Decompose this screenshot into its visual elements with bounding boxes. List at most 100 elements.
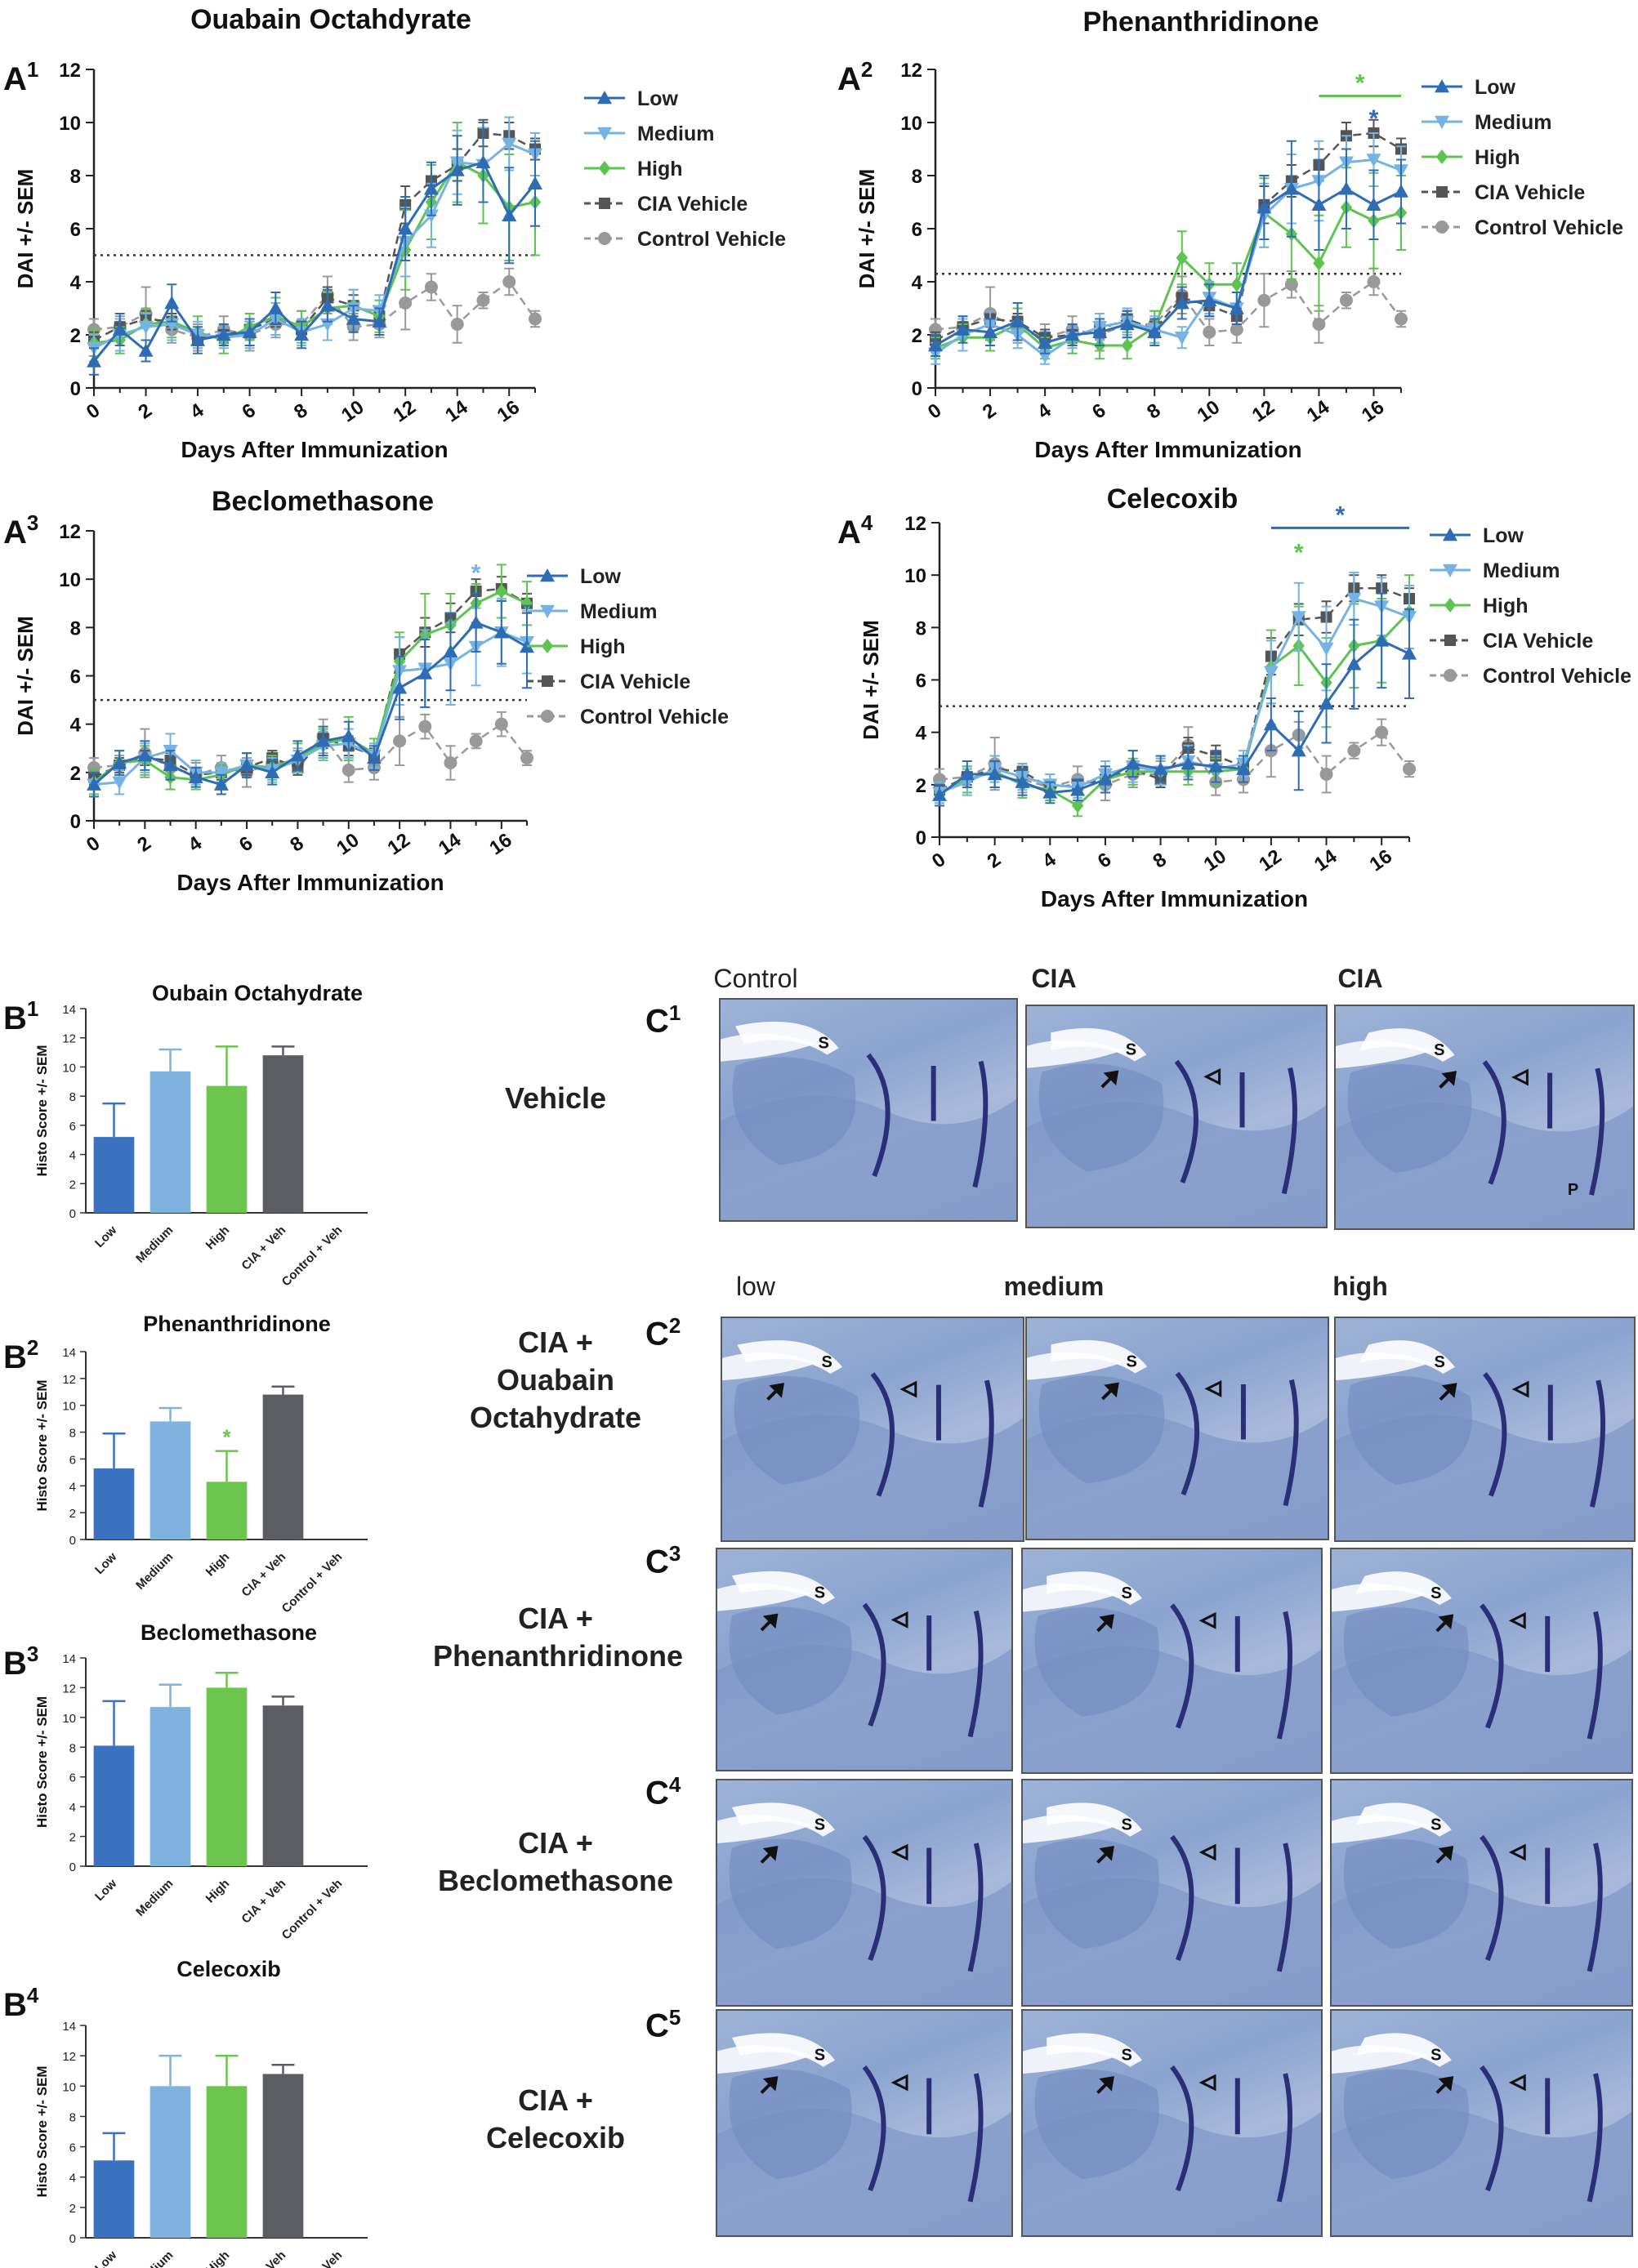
cartilage-line bbox=[1170, 2065, 1194, 2192]
category-label: Control + Veh bbox=[279, 2248, 346, 2268]
y-tick-label: 4 bbox=[69, 1149, 76, 1163]
data-point bbox=[476, 293, 490, 307]
legend-marker bbox=[540, 604, 555, 618]
row-label-line: CIA + bbox=[518, 1602, 593, 1635]
data-point bbox=[502, 207, 517, 221]
histology-image: S bbox=[1021, 1779, 1323, 2007]
y-tick-label: 0 bbox=[69, 2232, 76, 2246]
y-tick-label: 4 bbox=[69, 2172, 76, 2186]
tissue-region bbox=[1359, 1028, 1455, 1062]
series-cia-vehicle bbox=[934, 574, 1415, 799]
cartilage-line bbox=[1587, 1611, 1603, 1740]
bar-chart-B1: Oubain Octahydrate 0 2 4 6 8 10 12 14 Histo Score… bbox=[34, 981, 368, 1289]
legend-entry: Medium bbox=[637, 123, 714, 145]
y-tick-label: 12 bbox=[900, 60, 922, 82]
significance-star: * bbox=[1336, 501, 1346, 528]
data-point bbox=[1176, 250, 1188, 265]
y-tick-label: 2 bbox=[912, 325, 922, 347]
tissue-region bbox=[1355, 1571, 1452, 1606]
tissue-illustration: S bbox=[1027, 1339, 1328, 1539]
synovium-mark: S bbox=[1121, 2047, 1131, 2065]
data-point bbox=[1042, 785, 1058, 799]
data-point bbox=[502, 275, 516, 288]
series-line bbox=[93, 160, 536, 345]
x-tick-label: 16 bbox=[485, 829, 516, 859]
data-point bbox=[1402, 646, 1417, 660]
category-label: CIA + Veh bbox=[239, 1877, 288, 1927]
bar bbox=[262, 1055, 304, 1213]
histology-image: S bbox=[1334, 1317, 1636, 1542]
arrow-icon bbox=[1435, 2076, 1454, 2094]
data-point bbox=[1312, 318, 1326, 331]
cartilage-line bbox=[1276, 1611, 1293, 1740]
data-point bbox=[1202, 292, 1217, 306]
legend-entry: Control Vehicle bbox=[580, 706, 729, 729]
legend-entry: Low bbox=[637, 87, 679, 110]
data-point bbox=[987, 767, 1002, 781]
legend-marker bbox=[1436, 186, 1448, 198]
legend-marker bbox=[1444, 635, 1456, 646]
series-line bbox=[939, 639, 1410, 796]
data-point bbox=[529, 312, 542, 326]
x-tick-label: 6 bbox=[1094, 849, 1115, 873]
data-point bbox=[399, 296, 413, 310]
x-tick-label: 6 bbox=[239, 399, 260, 424]
tissue-illustration: S bbox=[1027, 1027, 1326, 1227]
histology-image: S bbox=[1330, 1779, 1633, 2007]
data-point bbox=[520, 595, 533, 611]
series-low bbox=[932, 592, 1417, 807]
tissue-region bbox=[1047, 1571, 1142, 1606]
tissue-region bbox=[737, 1340, 843, 1374]
cartilage-line bbox=[1281, 1067, 1297, 1195]
column-header: high bbox=[1332, 1272, 1388, 1301]
category-label: Low bbox=[92, 1223, 119, 1250]
y-tick-label: 6 bbox=[70, 219, 81, 241]
legend-marker bbox=[540, 568, 555, 582]
panel-label: A3 bbox=[3, 510, 38, 550]
histology-image: S bbox=[721, 1317, 1024, 1542]
data-point bbox=[290, 748, 306, 762]
data-point bbox=[268, 301, 283, 314]
tissue-illustration: S bbox=[717, 2033, 1011, 2235]
data-point bbox=[372, 314, 387, 328]
synovium-mark: S bbox=[1430, 1816, 1441, 1834]
data-point bbox=[1403, 762, 1416, 776]
y-tick-label: 14 bbox=[62, 2020, 76, 2034]
category-label: Control + Veh bbox=[279, 1223, 346, 1290]
bar bbox=[206, 1687, 248, 1866]
legend-marker bbox=[541, 710, 554, 723]
histology-image: S bbox=[1330, 2009, 1633, 2237]
tissue-illustration: S bbox=[1332, 1802, 1631, 2005]
bar bbox=[262, 1394, 304, 1539]
bar bbox=[206, 1482, 248, 1539]
histology-image: S bbox=[719, 998, 1018, 1222]
y-tick-label: 12 bbox=[59, 521, 81, 543]
y-tick-label: 4 bbox=[916, 723, 927, 745]
data-point bbox=[1015, 774, 1030, 788]
panel-label-number: 5 bbox=[668, 2005, 681, 2030]
chart-title: Oubain Octahydrate bbox=[152, 981, 363, 1005]
x-tick-label: 8 bbox=[290, 399, 311, 424]
data-point bbox=[1366, 154, 1381, 167]
y-tick-label: 10 bbox=[59, 113, 81, 135]
arrow-icon bbox=[1096, 2076, 1114, 2094]
chart-title: Beclomethasone bbox=[212, 486, 434, 517]
y-tick-label: 8 bbox=[912, 166, 922, 188]
synovium-mark: S bbox=[1430, 2047, 1441, 2065]
row-label: CIA + Beclomethasone bbox=[433, 1825, 678, 1900]
data-point bbox=[213, 777, 229, 791]
tissue-region bbox=[729, 1838, 852, 1949]
y-tick-label: 4 bbox=[70, 715, 82, 737]
arrow-icon bbox=[1439, 1383, 1457, 1401]
y-axis-label: DAI +/- SEM bbox=[13, 616, 38, 736]
arrowhead-icon bbox=[1508, 1843, 1526, 1861]
legend-marker bbox=[1435, 79, 1449, 93]
arrowhead-icon bbox=[1511, 1380, 1529, 1398]
cartilage-line bbox=[1283, 1379, 1299, 1507]
histology-image: S bbox=[716, 2009, 1013, 2237]
column-header: medium bbox=[1003, 1272, 1105, 1301]
data-point bbox=[495, 583, 508, 599]
series-line bbox=[93, 590, 528, 783]
significance-star: * bbox=[1355, 70, 1365, 97]
tissue-region bbox=[732, 1057, 856, 1165]
